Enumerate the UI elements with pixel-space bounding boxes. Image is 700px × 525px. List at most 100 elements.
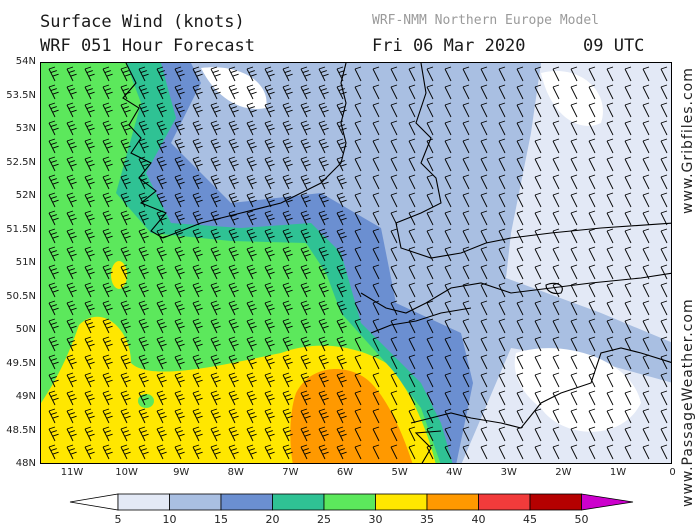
wind-barb bbox=[534, 336, 542, 352]
longitude-label: 7W bbox=[282, 467, 299, 478]
wind-barb bbox=[588, 120, 596, 136]
wind-barb bbox=[516, 120, 524, 136]
legend-swatch bbox=[272, 493, 325, 511]
wind-barb bbox=[48, 408, 59, 424]
wind-barb bbox=[102, 408, 113, 424]
wind-barb bbox=[282, 66, 293, 82]
wind-barb bbox=[624, 66, 632, 82]
wind-barb bbox=[498, 336, 506, 352]
wind-barb bbox=[228, 390, 239, 406]
wind-barb bbox=[498, 390, 506, 406]
wind-barb bbox=[444, 210, 452, 226]
wind-barb bbox=[66, 444, 77, 460]
wind-barb bbox=[498, 228, 506, 244]
wind-barb bbox=[120, 372, 131, 388]
wind-barb bbox=[282, 300, 293, 316]
wind-barb bbox=[318, 174, 329, 190]
wind-barb bbox=[336, 444, 347, 460]
wind-barb bbox=[138, 228, 149, 244]
wind-barb bbox=[570, 66, 578, 82]
wind-barb bbox=[228, 138, 239, 154]
wind-barb bbox=[174, 354, 185, 370]
wind-barb bbox=[84, 228, 95, 244]
wind-barb bbox=[624, 84, 632, 100]
wind-barb bbox=[192, 426, 203, 442]
wind-barb bbox=[426, 246, 434, 262]
wind-barb bbox=[246, 84, 257, 100]
wind-barb bbox=[642, 336, 650, 352]
wind-barb bbox=[444, 84, 452, 100]
wind-barb bbox=[372, 84, 380, 100]
wind-barb bbox=[120, 138, 131, 154]
wind-barb bbox=[354, 228, 362, 244]
legend-swatch bbox=[117, 493, 170, 511]
wind-barb bbox=[606, 390, 614, 406]
wind-barb bbox=[534, 282, 542, 298]
wind-barb bbox=[570, 318, 578, 334]
wind-barb bbox=[264, 192, 275, 208]
wind-barb bbox=[462, 372, 470, 388]
wind-barb bbox=[354, 174, 362, 190]
wind-barb bbox=[120, 210, 131, 226]
wind-barb bbox=[264, 336, 275, 352]
wind-barb bbox=[66, 84, 77, 100]
wind-barb bbox=[156, 120, 167, 136]
chart-title: Surface Wind (knots) bbox=[40, 12, 245, 32]
wind-barb bbox=[84, 84, 95, 100]
wind-barb bbox=[480, 426, 488, 442]
wind-barb bbox=[660, 174, 668, 190]
wind-barb bbox=[552, 66, 560, 82]
wind-barb bbox=[300, 66, 311, 82]
wind-barb bbox=[426, 228, 434, 244]
wind-barb bbox=[282, 174, 293, 190]
wind-barb bbox=[516, 156, 524, 172]
wind-barb bbox=[588, 264, 596, 280]
wind-barb bbox=[264, 246, 275, 262]
wind-barb bbox=[624, 246, 632, 262]
wind-barb bbox=[372, 408, 380, 424]
wind-speed-field bbox=[41, 63, 671, 463]
wind-barb bbox=[228, 156, 239, 172]
wind-barb bbox=[426, 192, 434, 208]
wind-barb bbox=[84, 192, 95, 208]
wind-barb bbox=[228, 102, 239, 118]
wind-barb bbox=[390, 138, 398, 154]
wind-barb bbox=[606, 246, 614, 262]
wind-barb bbox=[372, 210, 380, 226]
wind-barb bbox=[480, 444, 488, 460]
wind-barb bbox=[156, 408, 167, 424]
wind-barb bbox=[552, 120, 560, 136]
wind-barb bbox=[138, 318, 149, 334]
wind-barb bbox=[246, 444, 257, 460]
wind-barb bbox=[66, 120, 77, 136]
wind-barb bbox=[318, 228, 329, 244]
wind-barb bbox=[246, 156, 257, 172]
wind-barb bbox=[120, 426, 131, 442]
wind-barb bbox=[336, 174, 347, 190]
wind-barb bbox=[552, 336, 560, 352]
wind-barb bbox=[624, 120, 632, 136]
wind-barb bbox=[552, 246, 560, 262]
wind-barb bbox=[570, 246, 578, 262]
wind-barb bbox=[642, 102, 650, 118]
wind-barb bbox=[138, 390, 149, 406]
wind-barb bbox=[516, 282, 524, 298]
wind-barb bbox=[444, 426, 452, 442]
wind-barb bbox=[372, 318, 380, 334]
wind-barb bbox=[480, 246, 488, 262]
wind-barb bbox=[282, 444, 293, 460]
wind-barb bbox=[264, 138, 275, 154]
wind-barb bbox=[174, 336, 185, 352]
wind-barb bbox=[84, 120, 95, 136]
wind-barb bbox=[444, 390, 452, 406]
wind-barb bbox=[282, 156, 293, 172]
wind-barb bbox=[588, 174, 596, 190]
wind-barb bbox=[66, 408, 77, 424]
wind-barb bbox=[408, 264, 416, 280]
wind-barb bbox=[120, 408, 131, 424]
wind-barb bbox=[480, 336, 488, 352]
wind-barb bbox=[462, 66, 470, 82]
wind-barb bbox=[570, 228, 578, 244]
wind-barb bbox=[516, 444, 524, 460]
wind-barb bbox=[264, 102, 275, 118]
